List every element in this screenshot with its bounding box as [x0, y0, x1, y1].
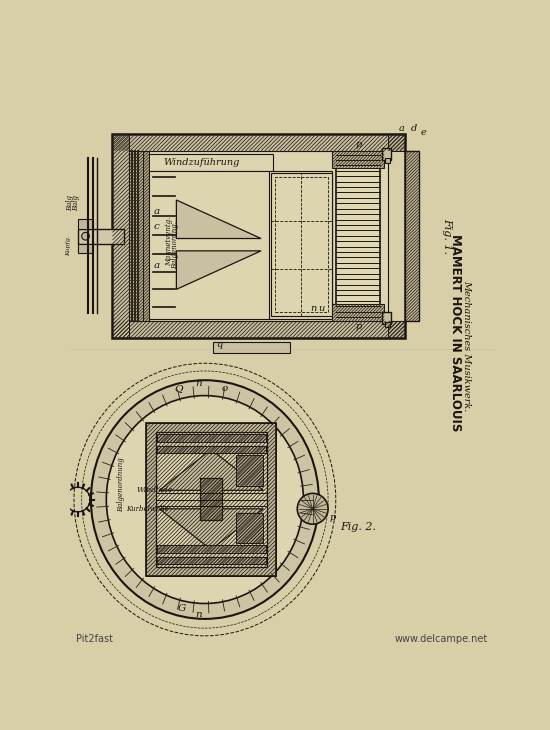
Bar — [236, 512, 263, 543]
Bar — [213, 342, 290, 353]
Text: a: a — [154, 261, 160, 270]
Bar — [157, 445, 266, 453]
Text: Kurbelwelle: Kurbelwelle — [126, 505, 169, 513]
Bar — [382, 147, 391, 160]
Text: Balg: Balg — [67, 195, 74, 211]
Bar — [200, 478, 222, 520]
Bar — [332, 304, 384, 321]
Text: MAMERT HOCK IN SAARLOUIS: MAMERT HOCK IN SAARLOUIS — [449, 234, 461, 431]
Text: d: d — [411, 125, 417, 134]
Bar — [336, 155, 381, 317]
Bar — [113, 134, 129, 338]
Text: Balg: Balg — [73, 195, 80, 211]
Text: n: n — [196, 610, 202, 618]
Text: q: q — [217, 340, 223, 349]
Bar — [78, 244, 94, 253]
Bar — [131, 154, 273, 171]
Bar — [382, 312, 391, 324]
Bar — [113, 134, 405, 150]
Polygon shape — [177, 251, 261, 289]
Ellipse shape — [91, 380, 319, 619]
Text: p: p — [329, 513, 336, 523]
Text: o: o — [222, 384, 228, 393]
Polygon shape — [177, 200, 261, 239]
Text: www.delcampe.net: www.delcampe.net — [394, 634, 487, 644]
Bar — [385, 158, 390, 163]
Bar — [157, 556, 266, 564]
Bar — [200, 478, 222, 520]
Bar — [129, 150, 388, 321]
Bar — [113, 321, 405, 338]
Bar — [157, 434, 266, 442]
Bar — [146, 423, 277, 576]
Text: Q: Q — [174, 384, 183, 393]
Text: Windzuführung: Windzuführung — [163, 158, 240, 166]
Text: e: e — [421, 128, 426, 137]
Bar — [157, 545, 266, 553]
Text: Balgenordnung: Balgenordnung — [117, 457, 125, 512]
Bar — [150, 171, 332, 318]
Bar — [144, 150, 150, 321]
Text: Kupfg.: Kupfg. — [67, 236, 72, 256]
Text: c: c — [154, 222, 160, 231]
Ellipse shape — [106, 396, 304, 604]
Bar — [388, 321, 405, 338]
Bar — [236, 455, 263, 485]
Bar — [129, 150, 144, 321]
Text: n: n — [196, 380, 202, 388]
Bar — [156, 431, 267, 566]
Bar — [388, 134, 405, 150]
Circle shape — [298, 493, 328, 524]
Bar — [275, 177, 328, 312]
Bar — [405, 150, 419, 321]
Bar — [385, 323, 390, 327]
Bar — [78, 228, 124, 244]
Polygon shape — [160, 450, 263, 491]
Polygon shape — [160, 509, 263, 550]
Text: Magnetventg.: Magnetventg. — [165, 216, 173, 266]
Bar — [271, 173, 332, 316]
Circle shape — [82, 232, 90, 240]
Bar — [78, 219, 94, 228]
Text: Pit2fast: Pit2fast — [76, 634, 113, 644]
Text: Fig. 1.: Fig. 1. — [442, 218, 453, 254]
Text: Mechanisches Musikwerk.: Mechanisches Musikwerk. — [462, 280, 471, 412]
Bar — [113, 134, 405, 338]
Text: n: n — [310, 304, 317, 313]
Text: u: u — [318, 304, 324, 313]
Bar — [405, 150, 419, 321]
Text: p: p — [356, 140, 362, 149]
Text: p: p — [356, 322, 362, 331]
Text: Windlade: Windlade — [136, 486, 173, 494]
Bar — [332, 150, 384, 168]
Bar — [146, 423, 277, 576]
Text: a: a — [154, 207, 160, 216]
Text: Fig. 2.: Fig. 2. — [340, 523, 376, 532]
Text: Balgenordng.: Balgenordng. — [171, 220, 179, 269]
Text: G: G — [178, 604, 186, 613]
Text: a: a — [399, 125, 405, 134]
